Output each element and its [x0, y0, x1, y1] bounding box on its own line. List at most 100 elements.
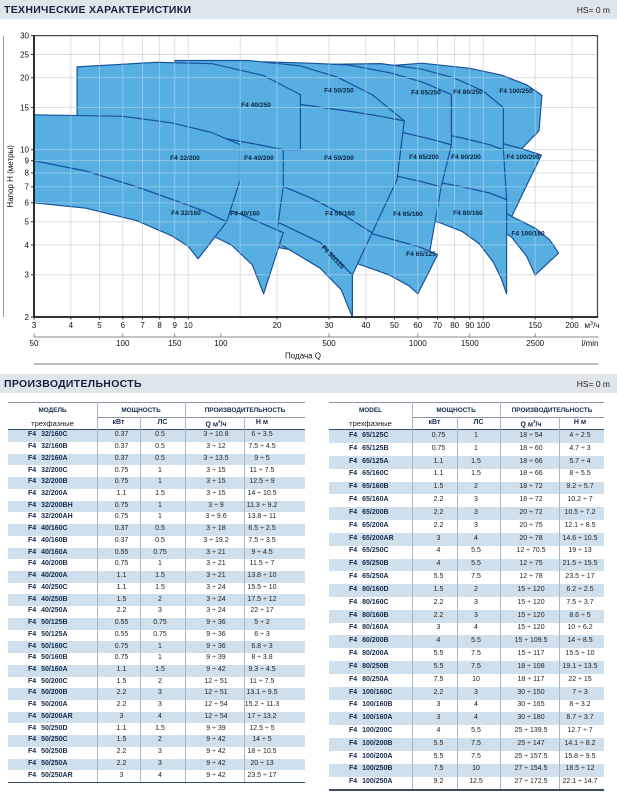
cell-value: 9 ÷ 36: [206, 619, 226, 627]
cell-value: 1: [158, 642, 162, 650]
cell-value: 25 ÷ 147: [517, 739, 545, 747]
performance-chart: F4 32/160 F4 40/160 F4 50/160 F4 65/160 F4 8…: [3, 31, 599, 365]
cell-value: 0.75: [114, 642, 129, 650]
cell-model: F4 32/160A: [28, 454, 68, 462]
cell-value: 23.5 ÷ 17: [565, 573, 595, 581]
cell-value: 0.75: [153, 548, 167, 556]
cell-value: 5.5: [433, 662, 444, 670]
cell-value: 15.5 ÷ 10: [247, 583, 277, 591]
cell-value: 4.7 ÷ 3: [569, 444, 591, 452]
cell-value: 18 ÷ 72: [519, 496, 543, 504]
section-band: ПРОИЗВОДИТЕЛЬНОСТЬ HS= 0 m: [0, 374, 617, 393]
cell-value: 2.2: [116, 689, 127, 697]
cell-model: F4 65/160B: [349, 483, 389, 491]
cell-value: 5.5: [433, 650, 444, 658]
column-divider: [185, 402, 186, 783]
zebra-row: [329, 455, 604, 469]
cell-value: 2.2: [433, 611, 444, 619]
cell-value: 15 ÷ 120: [517, 585, 545, 593]
cell-value: 18 ÷ 66: [519, 457, 543, 465]
zebra-row: [8, 617, 305, 630]
cell-value: 5.5: [471, 547, 481, 555]
y-tick-label: 15: [20, 103, 29, 112]
cell-value: 4: [474, 534, 478, 542]
cell-model: F4 100/200C: [349, 727, 393, 734]
zebra-row: [8, 711, 305, 724]
zebra-row: [8, 735, 305, 747]
cell-model: F4 40/160A: [28, 548, 68, 556]
cell-model: F4 50/160B: [28, 654, 68, 662]
zebra-row: [329, 430, 604, 444]
cell-value: 12.5 ÷ 9: [249, 478, 275, 486]
cell-value: 0.75: [431, 444, 446, 452]
cell-value: 18 ÷ 10.5: [247, 748, 277, 756]
header-bottom-border: [8, 428, 305, 431]
cell-value: 3: [474, 688, 478, 696]
cell-value: 9 ÷ 5: [254, 454, 270, 462]
cell-value: 1: [158, 513, 162, 521]
header-band: ТЕХНИЧЕСКИЕ ХАРАКТЕРИСТИКИ HS= 0 m: [0, 0, 617, 19]
y-tick-label: 25: [20, 50, 29, 59]
cell-model: F4 32/200AH: [28, 513, 73, 521]
cell-value: 0.5: [155, 443, 165, 451]
lmin-tick-label: 1000: [409, 339, 427, 348]
cell-model: F4 32/160C: [28, 431, 68, 439]
cell-model: F4 80/160B: [349, 611, 389, 619]
cell-model: F4 100/250B: [349, 765, 393, 773]
cell-value: 1: [474, 431, 478, 439]
cell-value: 0.5: [155, 431, 165, 439]
cell-model: F4 100/200A: [349, 752, 393, 760]
cell-value: 0.37: [114, 454, 129, 462]
cell-model: F4 65/200B: [349, 508, 389, 516]
cell-value: 1.5: [116, 736, 127, 744]
cell-value: 9 ÷ 42: [206, 665, 226, 673]
cell-value: 3: [119, 712, 124, 720]
chart-axis-ticks: [31, 35, 599, 365]
cell-value: 3: [436, 701, 441, 709]
zebra-row: [8, 477, 305, 489]
cell-value: 2.2: [433, 508, 444, 516]
x-tick-label: 5: [97, 321, 102, 330]
field-label: F4 32/160: [171, 210, 201, 217]
x-tick-label: 200: [565, 321, 579, 330]
cell-model: F4 40/160B: [28, 536, 68, 544]
lmin-tick-label: 100: [214, 339, 228, 348]
cell-value: 4: [436, 560, 441, 568]
col-subheader-model: трехфазные: [31, 419, 74, 428]
cell-value: 1.5: [433, 585, 444, 593]
page-title: ТЕХНИЧЕСКИЕ ХАРАКТЕРИСТИКИ: [4, 4, 192, 16]
cell-value: 14.6 ÷ 10.5: [562, 534, 598, 542]
cell-model: F4 80/200B: [349, 637, 389, 645]
cell-value: 5.5: [433, 739, 444, 747]
cell-value: 18 ÷ 117: [517, 675, 545, 683]
cell-value: 0.75: [114, 513, 129, 521]
unit-suffix: /ч: [593, 321, 599, 330]
field-label: F4 65/160: [393, 211, 423, 218]
col-header-model: MODEL: [358, 407, 383, 414]
field-label: F4 50/200: [324, 155, 354, 162]
cell-model: F4 50/125A: [28, 630, 68, 638]
cell-value: 12.5: [469, 778, 483, 786]
cell-model: F4 40/160C: [28, 525, 68, 533]
cell-value: 0.75: [153, 619, 167, 627]
cell-value: 18 ÷ 54: [519, 431, 543, 439]
cell-model: F4 65/200AR: [349, 534, 394, 542]
cell-value: 0.55: [114, 630, 129, 638]
cell-value: 20 ÷ 72: [519, 508, 543, 516]
y-tick-label: 5: [25, 218, 30, 227]
y-tick-label: 7: [25, 183, 30, 192]
cell-value: 18 ÷ 66: [519, 470, 543, 478]
table-top-border: [8, 402, 305, 403]
cell-value: 9 ÷ 42: [206, 748, 226, 756]
cell-value: 27 ÷ 172.5: [514, 778, 548, 786]
x-tick-label: 10: [184, 321, 193, 330]
cell-value: 2: [158, 736, 162, 744]
cell-value: 0.75: [153, 630, 167, 638]
cell-value: 2.2: [433, 598, 444, 606]
cell-model: F4 65/160A: [349, 496, 389, 504]
cell-value: 9 ÷ 42: [206, 736, 226, 744]
cell-value: 13.8 ÷ 11: [247, 513, 277, 521]
col-header-performance: ПРОИЗВОДИТЕЛЬНОСТЬ: [511, 407, 593, 414]
cell-value: 3: [474, 508, 478, 516]
zebra-row: [329, 635, 604, 649]
